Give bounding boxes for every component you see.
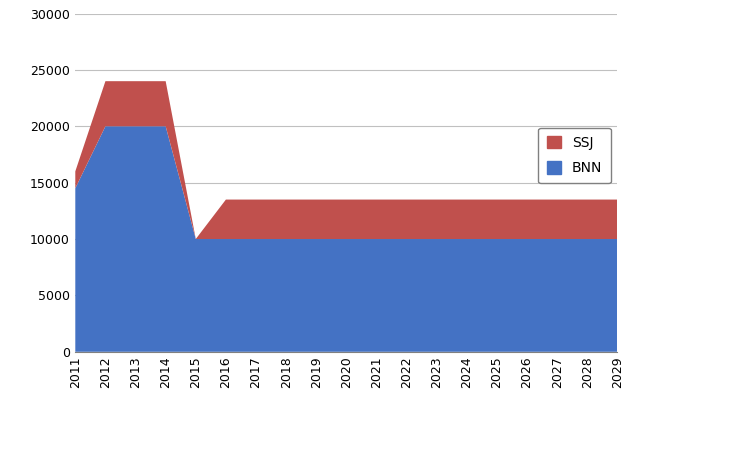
Legend: SSJ, BNN: SSJ, BNN: [538, 128, 611, 184]
